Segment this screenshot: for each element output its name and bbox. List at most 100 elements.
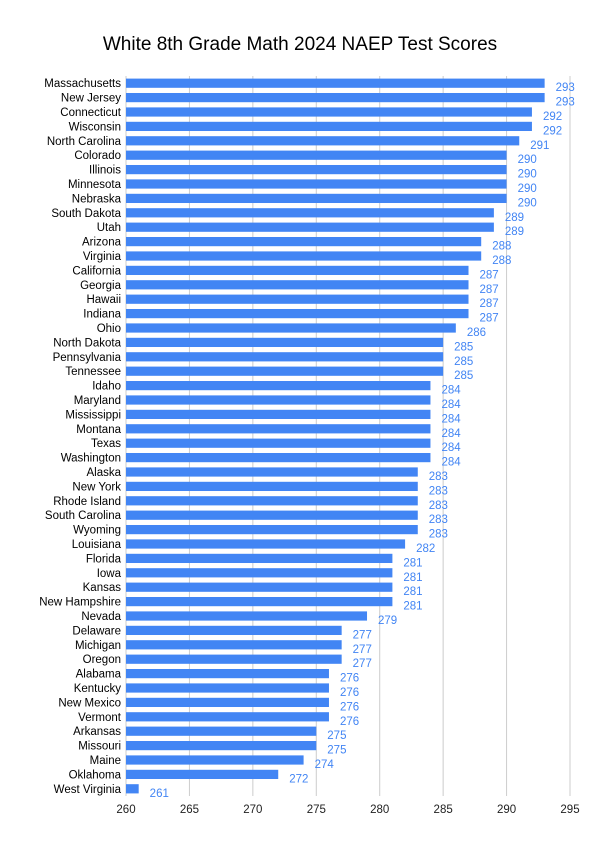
bar xyxy=(126,107,532,117)
bar xyxy=(126,755,304,765)
category-label: Iowa xyxy=(97,568,122,580)
bar xyxy=(126,769,279,780)
x-tick-label: 275 xyxy=(307,804,326,816)
data-label: 290 xyxy=(518,197,537,209)
data-label: 284 xyxy=(441,413,461,425)
x-tick-label: 295 xyxy=(560,804,579,816)
data-label: 281 xyxy=(403,572,422,584)
category-label: Delaware xyxy=(72,625,121,637)
category-label: Michigan xyxy=(75,640,121,652)
data-label: 287 xyxy=(480,269,499,281)
category-label: Wisconsin xyxy=(69,121,121,133)
x-tick-label: 270 xyxy=(243,804,262,816)
data-label: 289 xyxy=(505,226,524,238)
bar xyxy=(126,539,406,549)
category-label: Missouri xyxy=(78,741,121,753)
data-label: 276 xyxy=(340,687,359,699)
data-label: 276 xyxy=(340,673,359,685)
chart-title: White 8th Grade Math 2024 NAEP Test Scor… xyxy=(103,34,497,55)
x-tick-label: 285 xyxy=(434,804,453,816)
bar xyxy=(126,92,545,103)
bar xyxy=(126,121,532,132)
category-label: Virginia xyxy=(83,251,122,263)
bar xyxy=(126,640,342,650)
data-label: 285 xyxy=(454,341,473,353)
bar xyxy=(126,611,368,621)
data-label: 284 xyxy=(441,428,461,440)
bar xyxy=(126,467,418,477)
bar xyxy=(126,323,456,333)
bar xyxy=(126,352,444,362)
bar xyxy=(126,668,329,679)
category-label: Oklahoma xyxy=(69,769,122,781)
bar xyxy=(126,712,329,722)
category-label: Pennsylvania xyxy=(53,352,122,364)
bar xyxy=(126,222,494,232)
data-label: 281 xyxy=(403,557,422,569)
data-label: 277 xyxy=(353,644,372,656)
bar xyxy=(126,251,482,261)
bar xyxy=(126,510,418,520)
bar xyxy=(126,524,418,535)
bar xyxy=(126,568,393,578)
data-label: 293 xyxy=(556,97,575,109)
bar xyxy=(126,740,317,751)
data-label: 290 xyxy=(518,169,537,181)
bar xyxy=(126,179,507,189)
data-label: 277 xyxy=(353,629,372,641)
bar xyxy=(126,366,444,376)
category-label: South Carolina xyxy=(45,510,122,522)
data-label: 287 xyxy=(480,284,499,296)
bars xyxy=(126,78,545,794)
category-label: Nevada xyxy=(81,611,121,623)
category-label: Arkansas xyxy=(73,726,121,738)
category-label: Arizona xyxy=(82,237,122,249)
data-label: 288 xyxy=(492,255,511,267)
category-label: Kentucky xyxy=(74,683,122,695)
category-label: Georgia xyxy=(80,280,122,292)
bar xyxy=(126,481,418,492)
bar xyxy=(126,726,317,736)
data-label: 279 xyxy=(378,615,397,627)
category-label: Colorado xyxy=(74,150,121,162)
data-label: 277 xyxy=(353,658,372,670)
bar xyxy=(126,265,469,276)
data-label: 281 xyxy=(403,601,422,613)
data-label: 276 xyxy=(340,716,359,728)
data-label: 284 xyxy=(441,457,461,469)
bar xyxy=(126,337,444,348)
bar xyxy=(126,164,507,175)
bar xyxy=(126,280,469,290)
bar xyxy=(126,683,329,693)
data-label: 272 xyxy=(289,773,308,785)
bar xyxy=(126,236,482,247)
category-label: New Jersey xyxy=(61,93,121,105)
bar xyxy=(126,208,494,218)
data-label: 291 xyxy=(530,140,549,152)
bar xyxy=(126,424,431,434)
category-label: South Dakota xyxy=(51,208,121,220)
bar xyxy=(126,697,329,708)
data-label: 287 xyxy=(480,298,499,310)
data-label: 261 xyxy=(150,788,169,800)
data-label: 275 xyxy=(327,745,346,757)
bar xyxy=(126,654,342,664)
data-label: 283 xyxy=(429,529,448,541)
category-label: Washington xyxy=(61,453,121,465)
data-label: 287 xyxy=(480,313,499,325)
data-label: 275 xyxy=(327,730,346,742)
data-label: 284 xyxy=(441,442,461,454)
data-label: 284 xyxy=(441,399,461,411)
category-label: Massachusetts xyxy=(44,78,121,90)
data-label: 286 xyxy=(467,327,486,339)
data-label: 282 xyxy=(416,543,435,555)
x-axis-ticks: 260 265 270 275 280 285 290 295 xyxy=(116,804,579,816)
category-label: Nebraska xyxy=(72,193,122,205)
category-label: New York xyxy=(72,481,121,493)
x-tick-label: 290 xyxy=(497,804,516,816)
data-label: 288 xyxy=(492,241,511,253)
category-labels: Massachusetts New Jersey Connecticut Wiscon… xyxy=(39,78,122,796)
category-label: Vermont xyxy=(78,712,122,724)
x-tick-label: 260 xyxy=(116,804,135,816)
